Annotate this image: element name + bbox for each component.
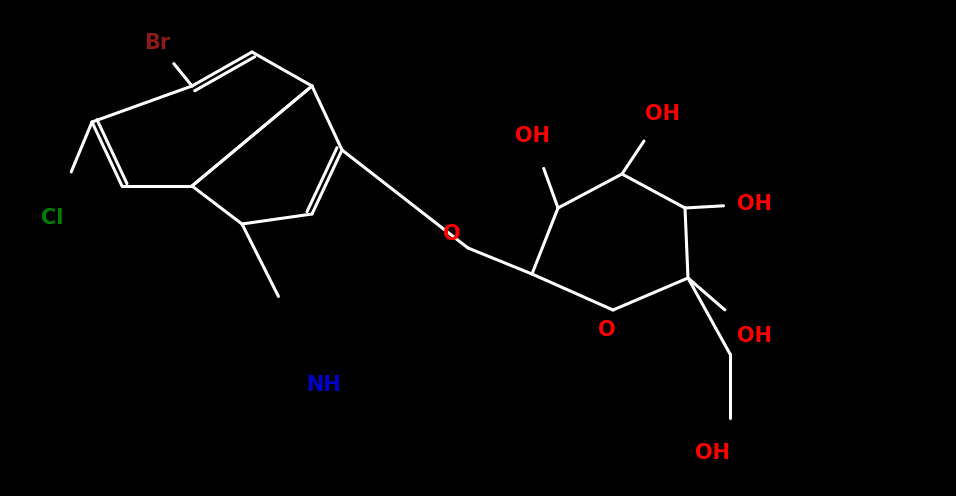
- Text: O: O: [444, 224, 461, 244]
- Text: Br: Br: [143, 33, 170, 53]
- Text: O: O: [598, 320, 616, 340]
- Text: OH: OH: [737, 326, 772, 346]
- Text: OH: OH: [644, 104, 680, 124]
- Text: OH: OH: [514, 126, 550, 146]
- Text: Cl: Cl: [41, 208, 63, 228]
- Text: NH: NH: [306, 375, 340, 395]
- Text: OH: OH: [737, 194, 772, 214]
- Text: OH: OH: [696, 443, 730, 463]
